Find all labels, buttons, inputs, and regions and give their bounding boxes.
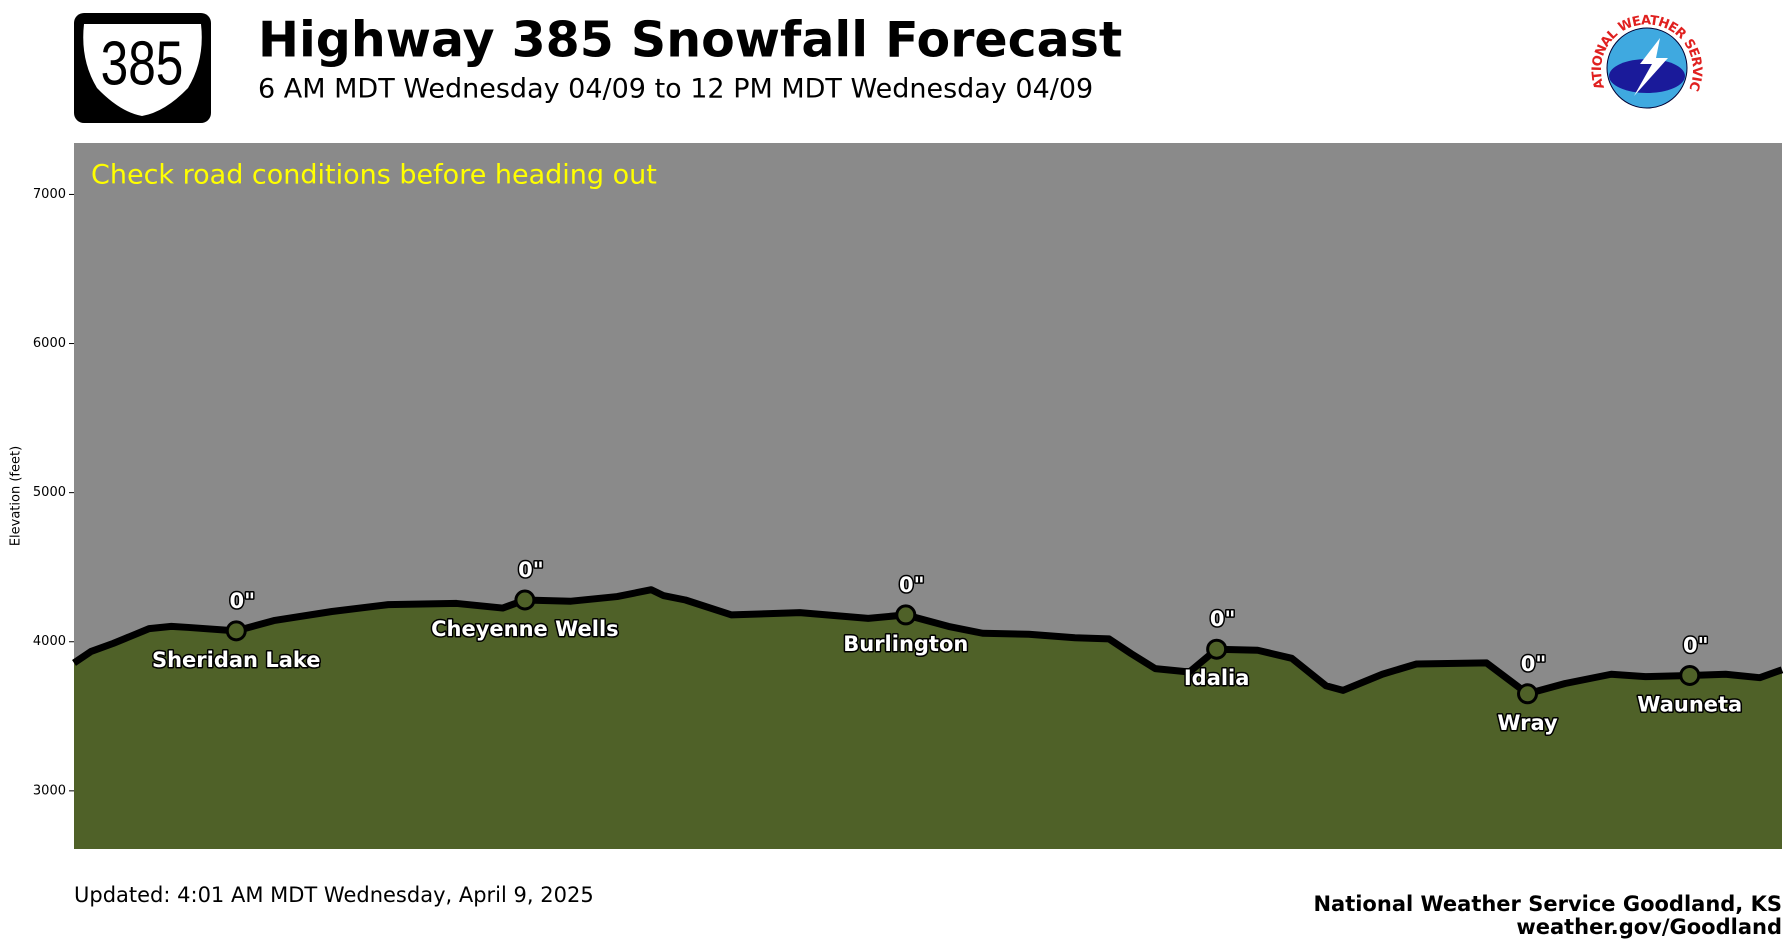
- y-tick-label: 4000: [33, 634, 66, 649]
- town-label: Burlington: [843, 632, 968, 656]
- plot: 3000 4000 5000 6000 7000 Elevation (feet) 0" Sh…: [9, 143, 1784, 849]
- credit-text: National Weather Service Goodland, KS: [1313, 892, 1782, 916]
- logo-bolt: [1634, 38, 1668, 96]
- town-marker: [895, 604, 917, 626]
- town-marker: [1517, 683, 1539, 705]
- town-marker: [514, 589, 536, 611]
- terrain-area: [74, 589, 1782, 849]
- website-text: weather.gov/Goodland: [1516, 915, 1782, 939]
- y-axis-label: Elevation (feet): [9, 446, 24, 546]
- snowfall-label: 0": [1683, 633, 1709, 657]
- town-label: Wray: [1497, 711, 1558, 735]
- chart-title: Highway 385 Snowfall Forecast: [258, 12, 1122, 69]
- town-label: Wauneta: [1637, 692, 1742, 716]
- route-shield: 385: [74, 13, 211, 123]
- snowfall-label: 0": [1521, 652, 1547, 676]
- snowfall-label: 0": [899, 573, 925, 597]
- y-tick-label: 3000: [33, 783, 66, 798]
- town-marker: [1679, 664, 1701, 686]
- y-tick-label: 5000: [33, 485, 66, 500]
- town-label: Idalia: [1184, 666, 1250, 690]
- y-tick-label: 7000: [33, 187, 66, 202]
- snowfall-label: 0": [518, 558, 544, 582]
- town-label: Sheridan Lake: [152, 648, 321, 672]
- chart-subtitle: 6 AM MDT Wednesday 04/09 to 12 PM MDT We…: [258, 74, 1093, 105]
- town-marker: [225, 620, 247, 642]
- terrain-line: [72, 586, 1784, 698]
- y-tick-label: 6000: [33, 336, 66, 351]
- annotation: Check road conditions before heading out: [91, 160, 657, 191]
- shield-number: 385: [101, 28, 184, 98]
- snowfall-label: 0": [229, 589, 255, 613]
- snowfall-label: 0": [1210, 607, 1236, 631]
- shield-face: [83, 24, 202, 116]
- updated-text: Updated: 4:01 AM MDT Wednesday, April 9,…: [74, 883, 594, 907]
- town-marker: [1206, 638, 1228, 660]
- town-label: Cheyenne Wells: [431, 617, 619, 641]
